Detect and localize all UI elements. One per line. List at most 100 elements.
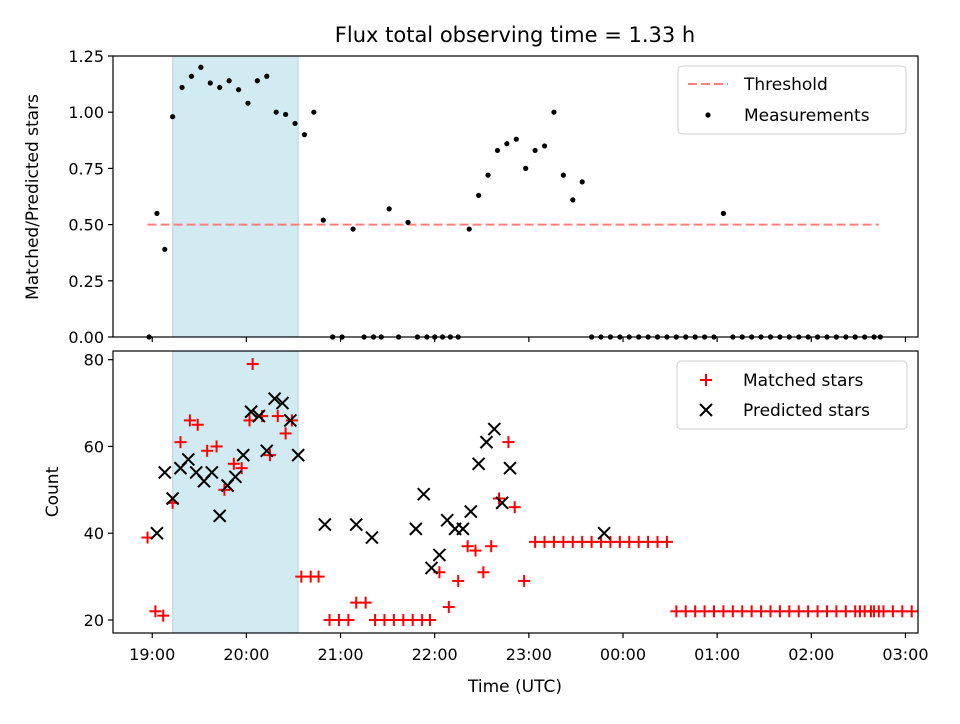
- y-tick-label: 0.75: [68, 159, 104, 178]
- matched-star-point: [508, 501, 521, 514]
- predicted-star-point: [283, 413, 298, 428]
- predicted-star-point: [464, 504, 478, 519]
- measurement-point: [283, 111, 289, 118]
- matched-star-point: [183, 414, 196, 427]
- predicted-star-point: [487, 422, 502, 436]
- top-legend: Threshold Measurements: [677, 65, 907, 135]
- predicted-star-point: [205, 465, 219, 480]
- bottom-y-axis: 20 40 60 80: [84, 351, 113, 630]
- matched-star-point: [452, 574, 465, 587]
- matched-star-point: [359, 596, 372, 609]
- measurement-point: [217, 84, 223, 91]
- measurement-point: [311, 109, 317, 115]
- legend-matched-label: Matched stars: [743, 371, 863, 391]
- predicted-star-point: [260, 444, 274, 458]
- x-tick-label: 21:00: [317, 645, 363, 664]
- measurement-point: [350, 226, 356, 232]
- matched-star-point: [201, 444, 214, 457]
- legend-threshold-label: Threshold: [743, 75, 828, 95]
- x-tick-label: 03:00: [882, 645, 928, 664]
- x-tick-label: 01:00: [694, 645, 740, 664]
- matched-star-point: [174, 436, 187, 449]
- bottom-y-axis-label: Count: [43, 466, 63, 517]
- measurement-point: [466, 226, 472, 232]
- legend-predicted-label: Predicted stars: [743, 401, 870, 421]
- bottom-legend: Matched stars Predicted stars: [676, 360, 908, 430]
- top-x-ticks: [151, 337, 907, 342]
- y-tick-label: 40: [84, 524, 104, 543]
- bottom-panel: 20 40 60 80 19:00 20:00 21:00 22:00 23:00 00:00 0…: [43, 350, 929, 697]
- measurement-point: [245, 100, 251, 106]
- predicted-star-point: [349, 517, 363, 532]
- measurement-point: [504, 141, 510, 147]
- measurement-point: [494, 147, 501, 154]
- top-legend-box: [677, 65, 907, 135]
- predicted-star-point: [150, 526, 164, 540]
- predicted-star-point: [275, 396, 290, 410]
- predicted-star-point: [244, 405, 258, 419]
- legend-measurements-swatch: [705, 112, 711, 118]
- matched-star-point: [660, 535, 673, 548]
- predicted-star-point: [212, 509, 227, 523]
- legend-predicted-swatch: [699, 403, 713, 417]
- measurement-point: [154, 210, 160, 216]
- matched-star-point: [157, 609, 170, 622]
- measurement-point: [179, 84, 185, 91]
- predicted-star-point: [291, 448, 305, 462]
- x-tick-label: 19:00: [129, 645, 175, 664]
- measurement-point: [551, 109, 557, 115]
- matched-star-point: [485, 540, 498, 553]
- predicted-star-point: [365, 530, 379, 545]
- matched-star-point: [423, 613, 436, 626]
- measurement-point: [579, 179, 585, 185]
- measurement-point: [273, 109, 279, 115]
- measurement-point: [386, 206, 392, 212]
- predicted-star-point: [456, 522, 470, 536]
- predicted-star-point: [416, 487, 431, 501]
- y-tick-label: 0.50: [68, 216, 104, 235]
- matched-star-point: [477, 566, 490, 579]
- measurement-point: [264, 73, 270, 79]
- matched-star-point: [461, 540, 474, 553]
- chart-title: Flux total observing time = 1.33 h: [335, 23, 695, 47]
- predicted-star-point: [267, 392, 282, 406]
- measurement-point: [301, 132, 308, 138]
- x-tick-label: 02:00: [788, 645, 834, 664]
- bottom-plot-frame: [112, 350, 919, 634]
- matched-star-point: [518, 574, 531, 587]
- top-plot-frame: [112, 55, 919, 338]
- matched-star-point: [235, 462, 248, 475]
- matched-star-point: [210, 440, 223, 453]
- predicted-star-point: [165, 491, 180, 506]
- predicted-star-point: [471, 457, 486, 471]
- predicted-star-point: [318, 517, 332, 532]
- measurement-point: [226, 78, 232, 84]
- predicted-star-point: [409, 522, 423, 536]
- matched-star-point: [246, 358, 259, 371]
- bottom-legend-box: [676, 360, 908, 430]
- matched-star-point: [342, 613, 355, 626]
- measurement-point: [570, 197, 576, 203]
- top-shaded-region: [172, 55, 299, 338]
- y-tick-label: 60: [84, 437, 104, 456]
- measurement-point: [162, 246, 168, 252]
- measurement-point: [405, 219, 411, 225]
- matched-star-point: [469, 544, 482, 557]
- matched-star-point: [905, 605, 918, 618]
- measurement-point: [170, 114, 176, 120]
- predicted-star-point: [503, 461, 517, 475]
- matched-star-point: [872, 605, 885, 618]
- matched-star-point: [502, 436, 515, 449]
- matched-star-point: [285, 414, 298, 427]
- matched-star-point: [149, 605, 162, 618]
- y-tick-label: 20: [84, 611, 104, 630]
- y-tick-label: 0.00: [68, 328, 104, 347]
- predicted-star-point: [432, 548, 447, 562]
- predicted-star-point: [236, 448, 250, 462]
- predicted-star-point: [158, 465, 172, 480]
- measurement-point: [320, 217, 326, 223]
- predicted-star-point: [252, 409, 266, 423]
- top-y-axis: 0.00 0.25 0.50 0.75 1.00 1.25: [68, 47, 113, 347]
- measurement-point: [207, 80, 213, 86]
